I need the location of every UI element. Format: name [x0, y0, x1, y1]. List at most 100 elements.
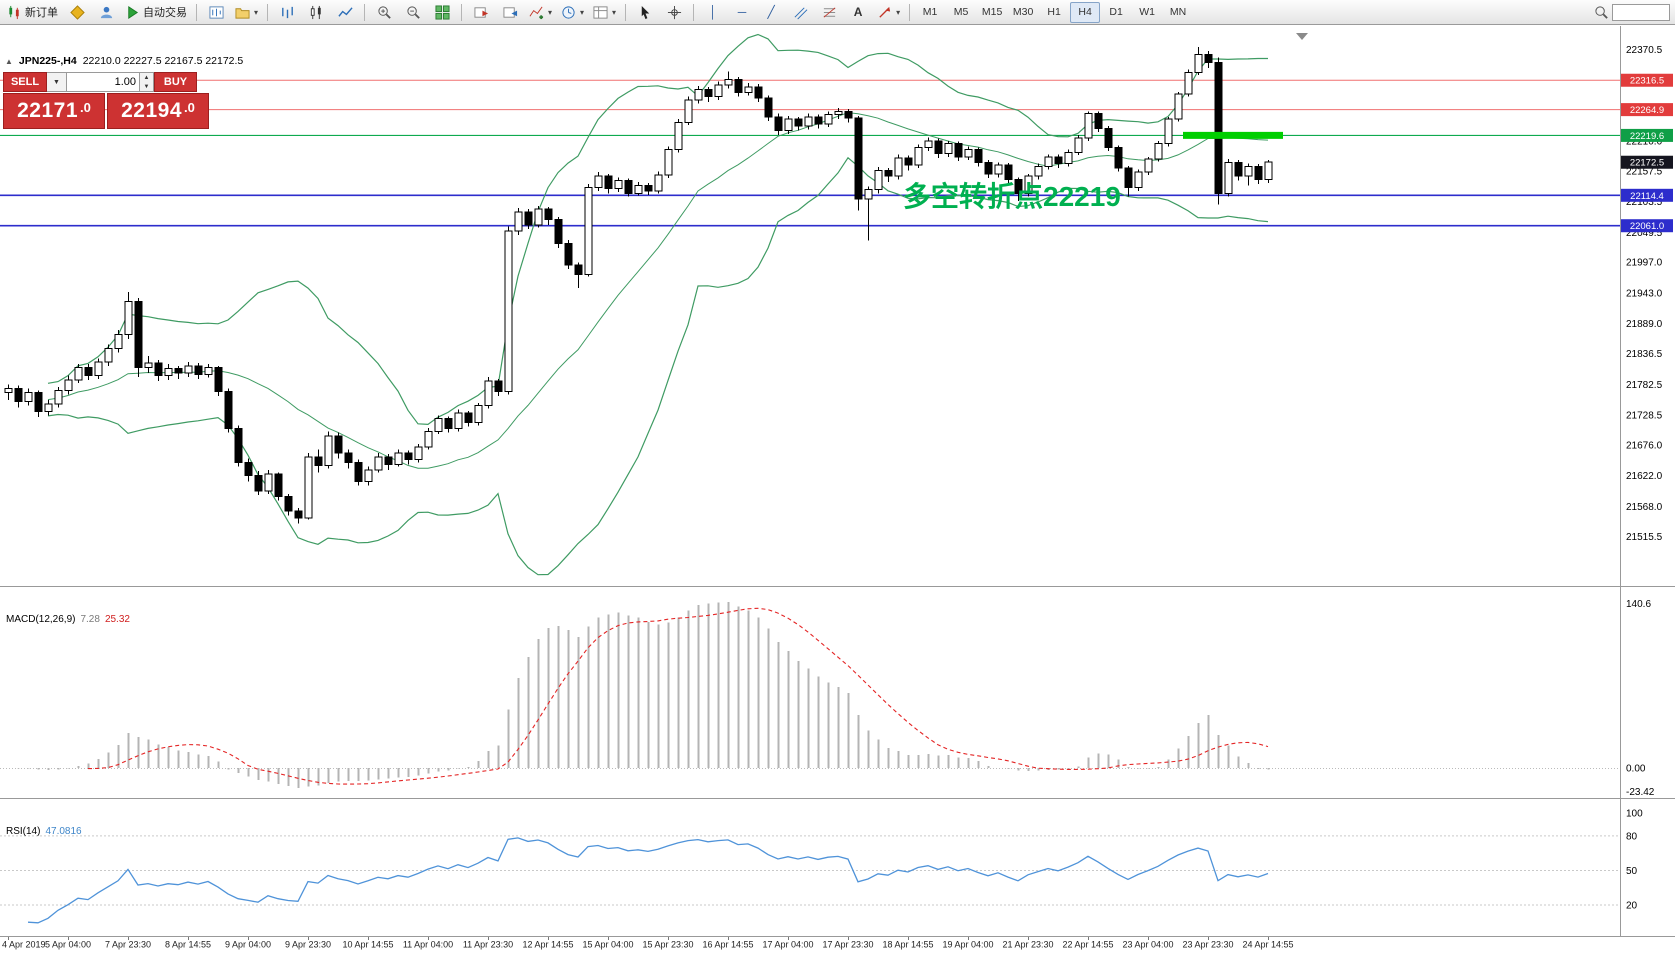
candle-body	[1104, 127, 1113, 149]
volume-up-button[interactable]: ▲	[143, 74, 150, 81]
time-tick-label: 16 Apr 14:55	[702, 940, 753, 950]
price-tick-label: 21836.5	[1626, 349, 1663, 360]
tf-button-w1[interactable]: W1	[1139, 6, 1155, 18]
price-tick-label: 21676.0	[1626, 440, 1663, 451]
time-tick-label: 15 Apr 23:30	[642, 940, 693, 950]
candle-body	[764, 97, 773, 118]
line-chart-button[interactable]	[331, 1, 359, 23]
tf-button-h4[interactable]: H4	[1070, 1, 1101, 23]
separator	[693, 3, 695, 21]
buy-price-pips: .0	[184, 99, 195, 115]
time-tick-label: 12 Apr 14:55	[522, 940, 573, 950]
candle-body	[494, 380, 503, 392]
tile-windows-button[interactable]	[428, 1, 456, 23]
rsi-line	[27, 837, 1269, 924]
candle-body	[884, 169, 893, 177]
profiles-button[interactable]: ▾	[231, 1, 262, 23]
search-input[interactable]	[1612, 3, 1670, 21]
candle-body	[1044, 156, 1053, 167]
candle-body	[324, 435, 333, 466]
text-tool-button[interactable]: A	[844, 1, 872, 23]
sell-price-button[interactable]: 22171 .0	[3, 93, 105, 129]
buy-price-button[interactable]: 22194 .0	[107, 93, 209, 129]
metaeditor-button[interactable]	[63, 1, 91, 23]
periods-dropdown-button[interactable]: ▾	[557, 1, 588, 23]
buy-button[interactable]: BUY	[154, 72, 197, 92]
time-tick-label: 17 Apr 23:30	[822, 940, 873, 950]
vline-tool-button[interactable]: │	[699, 1, 727, 23]
price-tick-label: 22370.5	[1626, 45, 1663, 56]
fibonacci-tool-button[interactable]	[815, 1, 843, 23]
candle-body	[1214, 61, 1223, 194]
crosshair-tool-button[interactable]	[660, 1, 688, 23]
tf-button-m1[interactable]: M1	[922, 6, 938, 18]
chart-window: 140.60.00-23.4210080502022370.522210.022…	[0, 26, 1675, 952]
bar-chart-button[interactable]	[273, 1, 301, 23]
cursor-tool-button[interactable]	[631, 1, 659, 23]
order-type-dropdown[interactable]: ▼	[47, 72, 67, 92]
candle-body	[114, 333, 123, 350]
chart-canvas[interactable]: 140.60.00-23.4210080502022370.522210.022…	[0, 26, 1675, 952]
autotrading-button[interactable]: 自动交易	[121, 1, 191, 23]
new-order-button[interactable]: 新订单	[3, 1, 62, 23]
candle-body	[994, 164, 1003, 175]
candle-body	[304, 456, 313, 519]
candle-body	[194, 365, 203, 375]
zoom-out-button[interactable]	[399, 1, 427, 23]
candle-body	[874, 169, 883, 190]
candle-body	[174, 368, 183, 374]
timeframe-group: M1 M5 M15 M30 H1 H4 D1 W1 MN	[915, 1, 1193, 23]
candle-body	[1174, 93, 1183, 120]
price-tick-label: 21728.5	[1626, 411, 1663, 422]
candle-body	[484, 380, 493, 407]
tf-button-m30[interactable]: M30	[1012, 6, 1034, 18]
tf-button-mn[interactable]: MN	[1169, 6, 1187, 18]
tf-button-m5[interactable]: M5	[953, 6, 969, 18]
macd-signal-value: 25.32	[104, 614, 130, 625]
indicators-dropdown-button[interactable]: ▾	[525, 1, 556, 23]
macd-main-value: 7.28	[80, 614, 100, 625]
price-tick-label: 21622.0	[1626, 471, 1663, 482]
scroll-to-end-marker[interactable]	[1296, 33, 1308, 40]
templates-dropdown-button[interactable]: ▾	[589, 1, 620, 23]
candle-body	[1124, 167, 1133, 189]
candlestick-chart-button[interactable]	[302, 1, 330, 23]
candle-body	[1244, 166, 1253, 177]
tf-button-m15[interactable]: M15	[981, 6, 1003, 18]
candle-body	[574, 264, 583, 276]
price-level-badge	[1621, 103, 1673, 117]
arrow-tool-icon	[879, 6, 891, 18]
new-chart-button[interactable]	[202, 1, 230, 23]
candle-body	[724, 78, 733, 86]
trendline-tool-button[interactable]: ╱	[757, 1, 785, 23]
tf-button-d1[interactable]: D1	[1109, 6, 1123, 18]
arrows-tool-button[interactable]: ▾	[873, 1, 904, 23]
chart-shift-button[interactable]	[496, 1, 524, 23]
tf-button-h1[interactable]: H1	[1047, 6, 1061, 18]
indicators-icon	[529, 6, 544, 19]
volume-input[interactable]	[67, 72, 140, 92]
tile-windows-icon	[434, 4, 450, 20]
templates-icon	[593, 5, 608, 19]
symbol-info-bar: ▲ JPN225-,H4 22210.0 22227.5 22167.5 221…	[5, 55, 243, 67]
macd-histogram-layer	[17, 602, 1270, 788]
candle-body	[924, 140, 933, 149]
zoom-in-button[interactable]	[370, 1, 398, 23]
candle-body	[94, 361, 103, 376]
community-button[interactable]	[92, 1, 120, 23]
auto-scroll-button[interactable]	[467, 1, 495, 23]
price-tick-label: 21782.5	[1626, 380, 1663, 391]
chart-annotation-text[interactable]: 多空转折点22219	[903, 181, 1121, 212]
channel-tool-button[interactable]	[786, 1, 814, 23]
candle-body	[514, 211, 523, 232]
macd-axis-zero-label: 0.00	[1626, 764, 1646, 775]
zoom-out-icon	[406, 5, 420, 19]
search-icon[interactable]	[1594, 5, 1609, 20]
sell-button[interactable]: SELL	[3, 72, 47, 92]
chart-background	[0, 26, 1675, 952]
one-click-collapse-toggle[interactable]: ▲	[5, 56, 13, 66]
candle-body	[824, 114, 833, 125]
rsi-value: 47.0816	[45, 826, 82, 837]
volume-down-button[interactable]: ▼	[143, 83, 150, 90]
hline-tool-button[interactable]: ─	[728, 1, 756, 23]
